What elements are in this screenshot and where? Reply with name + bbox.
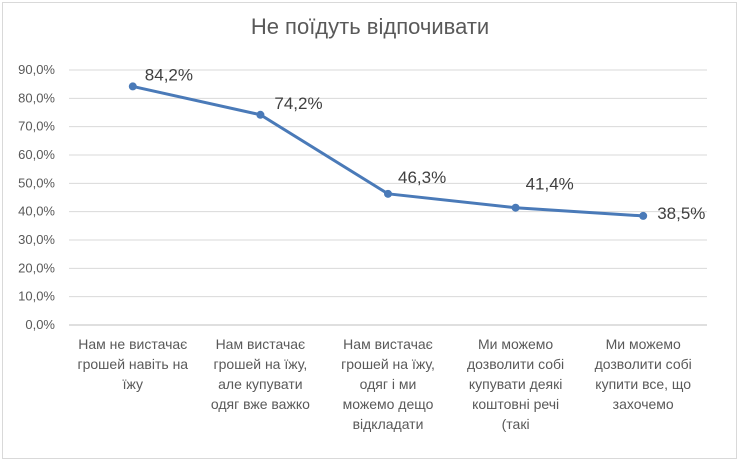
y-tick-label: 40,0%	[18, 204, 55, 219]
data-label: 74,2%	[274, 94, 322, 113]
data-point	[256, 110, 265, 119]
y-axis-ticks: 0,0% 10,0% 20,0% 30,0% 40,0% 50,0% 60,0% 70,0% 8…	[18, 62, 55, 332]
y-tick-label: 20,0%	[18, 260, 55, 275]
chart-title: Не поїдуть відпочивати	[250, 14, 490, 39]
y-tick-label: 60,0%	[18, 147, 55, 162]
y-tick-label: 30,0%	[18, 232, 55, 247]
data-label: 38,5%	[657, 204, 705, 223]
y-tick-label: 10,0%	[18, 289, 55, 304]
data-point	[639, 211, 648, 220]
data-label: 46,3%	[398, 168, 446, 187]
x-category-label: Нам вистачає грошей на їжу, але купувати од…	[210, 336, 310, 412]
data-labels: 84,2% 74,2% 46,3% 41,4% 38,5%	[145, 65, 706, 222]
y-tick-label: 50,0%	[18, 175, 55, 190]
data-label: 41,4%	[526, 175, 574, 194]
x-category-label: Ми можемо дозволити собі купувати деякі кош…	[467, 336, 565, 432]
y-tick-label: 70,0%	[18, 119, 55, 134]
y-tick-label: 0,0%	[25, 317, 55, 332]
data-label: 84,2%	[145, 65, 193, 84]
y-tick-label: 90,0%	[18, 62, 55, 77]
x-category-label: Ми можемо дозволити собі купити все, що зах…	[594, 336, 692, 412]
x-category-label: Нам не вистачає грошей навіть на їжу	[77, 336, 189, 392]
data-point	[128, 82, 137, 91]
gridlines	[69, 69, 707, 326]
y-tick-label: 80,0%	[18, 90, 55, 105]
data-point	[511, 203, 520, 212]
data-point	[384, 189, 392, 198]
x-category-label: Нам вистачає грошей на їжу, одяг і ми можем…	[341, 336, 435, 432]
series-line-group	[128, 82, 648, 220]
